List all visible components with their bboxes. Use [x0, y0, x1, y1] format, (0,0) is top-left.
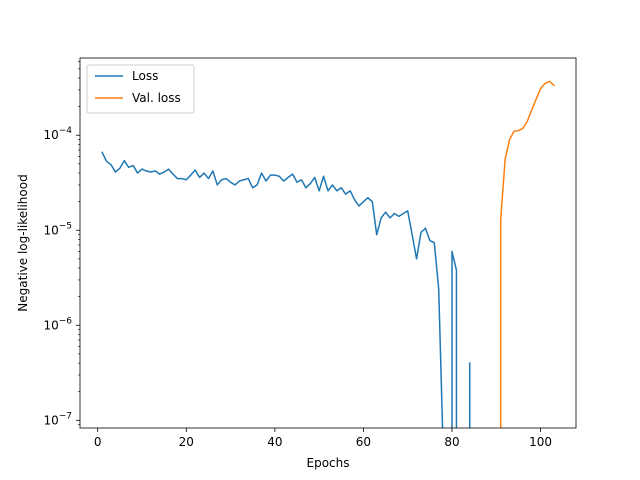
legend: Loss Val. loss	[86, 64, 195, 114]
x-tick-label: 80	[444, 435, 459, 449]
y-axis-ticks: 10−710−610−510−4	[43, 61, 80, 427]
plot-frame	[79, 57, 577, 429]
legend-label-val-loss: Val. loss	[132, 91, 181, 105]
x-axis-label: Epochs	[307, 456, 350, 470]
y-axis-label: Negative log-likelihood	[16, 174, 30, 311]
legend-label-loss: Loss	[132, 69, 158, 83]
x-tick-label: 0	[94, 435, 102, 449]
series-line-loss	[101, 151, 471, 428]
x-tick-label: 20	[179, 435, 194, 449]
series-line-val-loss	[499, 80, 555, 428]
x-tick-label: 40	[267, 435, 282, 449]
x-tick-label: 60	[356, 435, 371, 449]
x-axis-ticks: 0 20 40 60 80 100	[94, 428, 552, 449]
x-tick-label: 100	[529, 435, 552, 449]
legend-box	[86, 64, 195, 114]
series-layer	[101, 80, 555, 428]
